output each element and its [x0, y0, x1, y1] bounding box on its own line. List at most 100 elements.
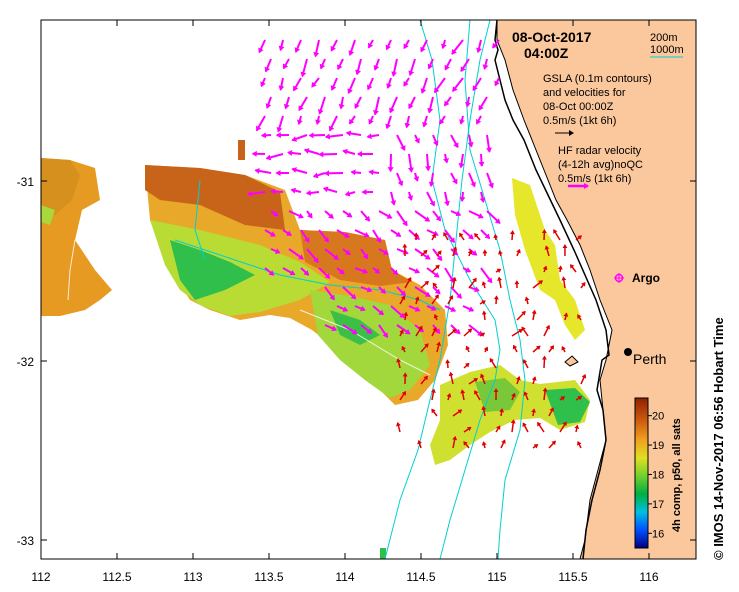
gsla-velocity-arrow [396, 210, 408, 227]
y-axis: -31 -32 -33 [17, 175, 696, 548]
gsla-velocity-arrow [313, 39, 320, 58]
hf-radar-velocity-arrow [483, 346, 489, 353]
credit-wrap: © IMOS 14-Nov-2017 06:56 Hobart Time [711, 317, 731, 580]
hf-radar-velocity-arrow [447, 328, 457, 337]
gsla-velocity-arrow [276, 115, 284, 133]
gsla-velocity-arrow [404, 115, 411, 129]
gsla-velocity-arrow [354, 229, 370, 238]
gsla-velocity-arrow [354, 267, 369, 274]
hf-radar-velocity-arrow [401, 345, 406, 353]
gsla-velocity-arrow [355, 58, 362, 76]
colorbar-tick-label: 19 [652, 440, 664, 452]
hf-radar-velocity-arrow [531, 309, 537, 321]
gsla-velocity-arrow [288, 210, 304, 219]
gsla-velocity-arrow [396, 172, 404, 187]
x-tick-label: 112 [31, 570, 50, 584]
hf-radar-velocity-arrow [431, 294, 439, 305]
hf-radar-velocity-arrow [420, 280, 429, 289]
map-date: 08-Oct-2017 [512, 29, 592, 45]
gsla-velocity-arrow [440, 39, 447, 50]
gsla-velocity-arrow [258, 39, 266, 54]
hf-radar-velocity-arrow [452, 435, 458, 449]
gsla-velocity-arrow [458, 153, 465, 169]
gsla-velocity-arrow [264, 267, 275, 276]
gsla-velocity-arrow [282, 267, 296, 276]
gsla-velocity-arrow [450, 210, 462, 217]
gsla-velocity-arrow [414, 286, 431, 298]
x-tick-label: 115 [487, 570, 506, 584]
hf-legend-line-3: 0.5m/s (1kt 6h) [558, 173, 631, 185]
city-label-perth: Perth [633, 351, 666, 367]
hf-radar-velocity-arrow [559, 396, 565, 401]
gsla-velocity-arrow [366, 77, 374, 91]
gsla-velocity-arrow [366, 133, 380, 140]
hf-radar-velocity-arrow [541, 355, 547, 369]
gsla-velocity-arrow [360, 210, 371, 222]
coastline [494, 20, 610, 559]
gsla-velocity-arrow [390, 229, 402, 238]
hf-radar-velocity-arrow [531, 408, 537, 417]
hf-radar-velocity-arrow [417, 439, 423, 449]
hf-radar-velocity-arrow [493, 233, 499, 241]
gsla-velocity-arrow [389, 96, 398, 114]
gsla-velocity-arrow [348, 39, 356, 56]
colorbar-tick-label: 20 [652, 411, 664, 423]
gsla-velocity-arrow [330, 77, 338, 91]
hf-radar-velocity-arrow [468, 378, 478, 385]
gsla-velocity-arrow [311, 77, 320, 88]
gsla-velocity-arrow [422, 115, 428, 128]
gsla-velocity-arrow [315, 115, 322, 125]
hf-radar-velocity-arrow [474, 232, 481, 241]
gsla-velocity-arrow [462, 305, 475, 312]
hf-radar-velocity-arrow [580, 281, 586, 289]
gsla-velocity-arrow [372, 267, 381, 274]
hf-radar-velocity-arrow [557, 265, 563, 273]
hf-legend-line-2: (4-12h avg)noQC [558, 159, 643, 171]
hf-radar-velocity-arrow [415, 325, 423, 337]
hf-radar-velocity-arrow [431, 326, 437, 337]
gsla-velocity-arrow [386, 77, 392, 89]
gsla-velocity-arrow [336, 305, 349, 312]
hf-radar-velocity-arrow [510, 419, 516, 433]
gsla-velocity-arrow [427, 96, 434, 114]
gsla-velocity-arrow [390, 305, 405, 319]
hf-radar-velocity-arrow [561, 345, 566, 353]
gsla-velocity-arrow [452, 77, 464, 92]
hf-radar-velocity-arrow [463, 426, 472, 433]
gsla-velocity-arrow [372, 305, 384, 316]
gsla-velocity-arrow [300, 229, 310, 243]
perth-marker [624, 348, 632, 356]
hf-radar-velocity-arrow [495, 268, 502, 274]
x-tick-label: 115.5 [558, 570, 587, 584]
gsla-velocity-arrow [408, 58, 416, 77]
gsla-velocity-arrow [254, 167, 272, 174]
hf-radar-velocity-arrow [465, 345, 471, 353]
gsla-velocity-arrow [494, 77, 500, 87]
hf-radar-velocity-arrow [403, 311, 409, 321]
hf-radar-velocity-arrow [575, 235, 583, 241]
hf-radar-velocity-arrow [479, 300, 486, 305]
hf-radar-velocity-arrow [489, 357, 497, 369]
hf-radar-velocity-arrow [399, 295, 406, 305]
gsla-velocity-arrow [298, 96, 308, 112]
gsla-legend-line-4: 0.5m/s (1kt 6h) [543, 115, 616, 127]
gsla-velocity-arrow [318, 229, 330, 243]
hf-radar-velocity-arrow [542, 387, 548, 401]
gsla-velocity-arrow [255, 115, 266, 132]
hf-radar-velocity-arrow [474, 390, 481, 401]
hf-radar-velocity-arrow [445, 359, 451, 369]
isobath-legend-200m: 200m [650, 32, 678, 44]
argo-label: Argo [632, 271, 660, 285]
gsla-velocity-arrow [260, 77, 266, 88]
hf-radar-velocity-arrow [543, 324, 550, 337]
hf-radar-velocity-arrow [431, 408, 438, 417]
gsla-velocity-arrow [378, 248, 389, 256]
hf-radar-velocity-arrow [460, 389, 466, 401]
hf-radar-velocity-arrow [515, 376, 521, 385]
hf-radar-velocity-arrow [561, 276, 567, 289]
x-tick-label: 114 [335, 570, 354, 584]
hf-radar-velocity-arrow [481, 281, 487, 289]
gsla-velocity-arrow [265, 96, 272, 109]
gsla-velocity-arrow [420, 77, 428, 94]
hf-legend-line-1: HF radar velocity [558, 145, 642, 157]
